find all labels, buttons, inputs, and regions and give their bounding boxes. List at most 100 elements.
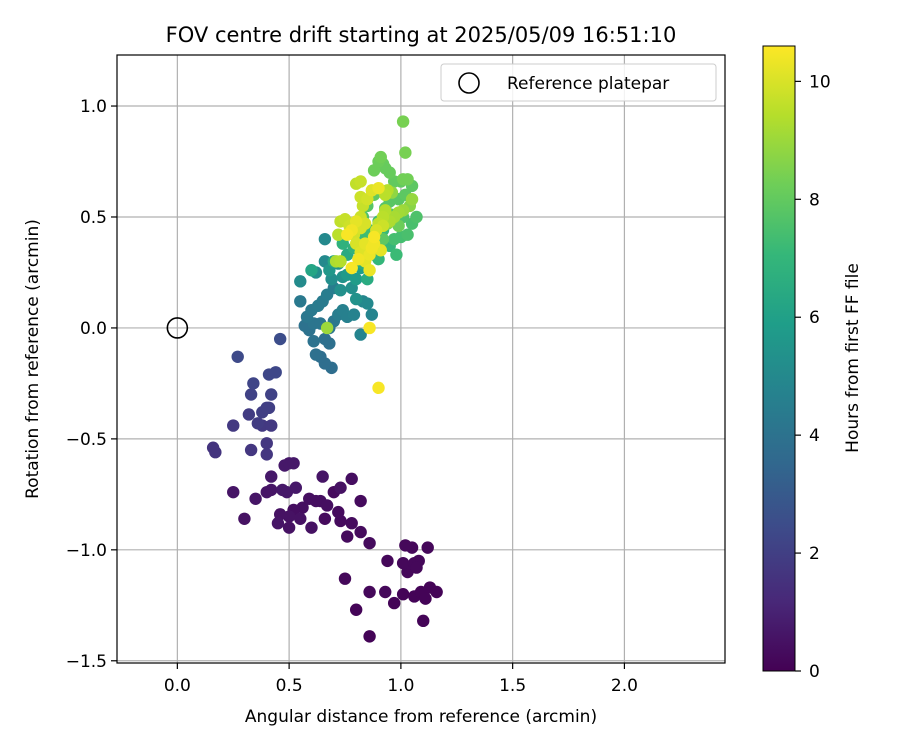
data-point xyxy=(430,585,443,599)
data-point xyxy=(251,417,265,430)
data-point xyxy=(419,592,432,605)
data-point xyxy=(238,512,251,525)
data-point xyxy=(349,603,363,616)
data-point xyxy=(320,499,334,512)
data-point xyxy=(334,481,347,494)
data-point xyxy=(405,193,419,206)
colorbar-label: Hours from first FF file xyxy=(843,263,863,453)
data-point xyxy=(379,585,392,599)
data-point xyxy=(345,517,358,530)
colorbar-tick-label: 10 xyxy=(809,72,831,92)
legend-marker-icon xyxy=(458,72,480,94)
y-tick-label: 0.5 xyxy=(80,208,107,228)
x-axis-ticks: 0.0 0.5 1.0 1.5 2.0 xyxy=(164,663,638,696)
data-point xyxy=(265,388,278,401)
data-point xyxy=(265,470,278,483)
data-point xyxy=(410,561,423,574)
data-point xyxy=(361,297,374,310)
data-point xyxy=(354,328,367,341)
data-point xyxy=(209,445,222,459)
data-point xyxy=(349,272,363,286)
data-point xyxy=(247,377,260,390)
data-point xyxy=(390,248,403,261)
colorbar-tick-label: 8 xyxy=(809,190,820,210)
data-point xyxy=(399,146,412,159)
data-point xyxy=(401,173,414,186)
data-point xyxy=(349,292,363,306)
data-point xyxy=(396,588,410,601)
data-point xyxy=(410,210,423,224)
data-point xyxy=(341,228,354,241)
data-point xyxy=(396,556,410,570)
data-point xyxy=(287,457,300,470)
data-point xyxy=(363,321,376,335)
data-point xyxy=(260,437,273,450)
data-point xyxy=(273,332,287,346)
data-point xyxy=(242,408,256,421)
data-point xyxy=(365,308,379,321)
data-point xyxy=(363,585,376,599)
data-point xyxy=(363,264,376,277)
data-point xyxy=(338,572,352,585)
data-point xyxy=(249,492,262,505)
data-point xyxy=(265,483,278,497)
data-point xyxy=(271,517,285,530)
x-axis-label: Angular distance from reference (arcmin) xyxy=(245,707,597,727)
data-point xyxy=(421,541,434,554)
data-point xyxy=(244,443,258,457)
y-tick-label: −1.5 xyxy=(66,652,107,672)
data-point xyxy=(334,284,347,297)
x-tick-label: 0.5 xyxy=(276,676,303,696)
data-point xyxy=(305,264,318,277)
data-point xyxy=(381,554,394,568)
data-point xyxy=(309,494,323,508)
data-point xyxy=(334,255,347,268)
data-point xyxy=(352,252,365,266)
data-point xyxy=(396,115,410,128)
y-axis-label: Rotation from reference (arcmin) xyxy=(23,219,43,499)
colorbar xyxy=(762,45,796,672)
data-point xyxy=(354,525,367,539)
y-tick-label: 0.0 xyxy=(80,319,107,339)
data-point xyxy=(309,348,323,361)
legend-entry-reference-platepar: Reference platepar xyxy=(507,74,669,94)
data-point xyxy=(307,335,320,348)
data-point xyxy=(282,521,296,534)
chart-title: FOV centre drift starting at 2025/05/09 … xyxy=(166,23,677,47)
data-point xyxy=(260,448,273,461)
data-point xyxy=(363,630,376,643)
data-point xyxy=(294,295,307,308)
colorbar-ticks: 0 2 4 6 8 10 xyxy=(795,72,831,682)
x-tick-label: 1.0 xyxy=(387,676,414,696)
data-point xyxy=(260,401,273,415)
data-point xyxy=(345,472,358,486)
data-point xyxy=(318,232,332,246)
y-tick-label: −1.0 xyxy=(66,541,107,561)
data-point xyxy=(372,181,385,195)
data-point xyxy=(231,350,244,363)
colorbar-tick-label: 6 xyxy=(809,308,820,328)
data-point xyxy=(341,530,354,543)
data-point xyxy=(320,321,334,335)
data-point xyxy=(347,308,361,321)
y-axis-ticks: 1.0 0.5 0.0 −0.5 −1.0 −1.5 xyxy=(66,97,117,672)
legend: Reference platepar xyxy=(440,63,717,102)
x-tick-label: 2.0 xyxy=(611,676,638,696)
data-point xyxy=(332,505,345,519)
data-point xyxy=(244,388,258,401)
data-point xyxy=(374,150,387,164)
plot-frame xyxy=(116,54,726,664)
y-tick-label: 1.0 xyxy=(80,97,107,117)
data-point xyxy=(227,419,240,432)
data-point xyxy=(354,494,367,508)
data-point xyxy=(294,275,307,288)
data-point xyxy=(316,470,329,483)
data-point xyxy=(345,261,358,275)
data-point xyxy=(265,419,278,432)
colorbar-tick-label: 2 xyxy=(809,544,820,564)
x-tick-label: 0.0 xyxy=(164,676,191,696)
data-point xyxy=(363,536,376,550)
data-point xyxy=(372,381,385,395)
data-points xyxy=(206,115,443,643)
